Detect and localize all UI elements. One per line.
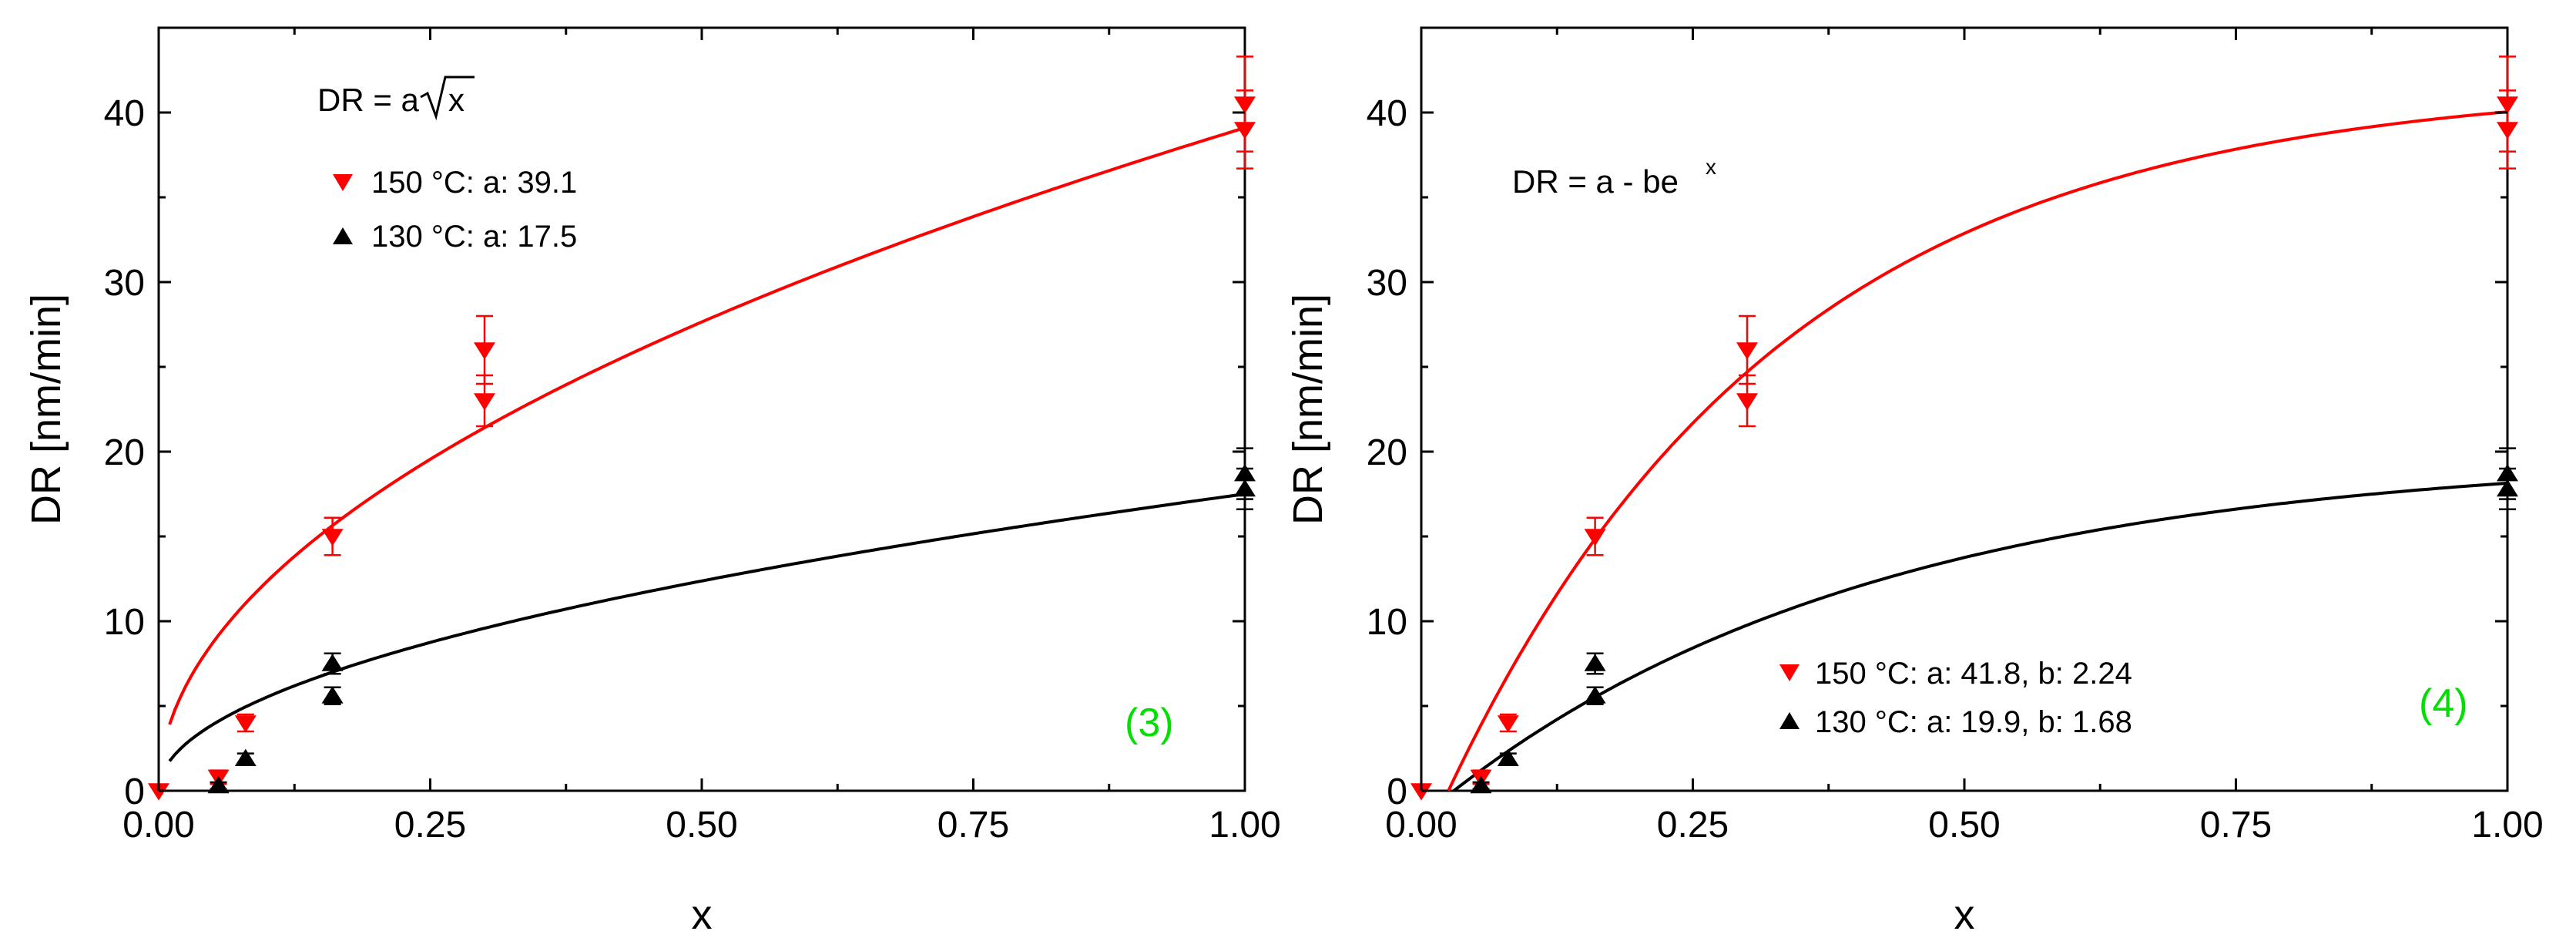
data-points [148,55,1256,801]
data-point [1584,654,1606,671]
formula: DR = a x [317,76,475,121]
chart-right: 0.00 0.25 0.50 0.75 1.00 0 10 20 30 40 x… [1285,26,2544,938]
y-tick-label: 40 [104,93,145,134]
legend-entry: 130 °C: a: 19.9, b: 1.68 [1815,705,2132,739]
x-tick-label: 0.50 [1928,805,2000,845]
y-tick-label: 20 [104,432,145,473]
y-axis-label: DR [nm/min] [1285,294,1331,525]
down-triangle-marker-icon [333,174,353,191]
data-point [1736,393,1758,411]
y-tick-label: 30 [1367,263,1407,304]
tick-marks [1420,26,2509,792]
formula-base: DR = a - be [1512,163,1679,200]
x-ticks: 0.00 0.25 0.50 0.75 1.00 [122,805,1280,845]
y-tick-label: 10 [104,602,145,643]
data-point [2497,464,2518,482]
x-tick-label: 0.00 [1385,805,1457,845]
fit-curve [168,126,1246,725]
data-point [1470,775,1492,794]
chart-left: 0.00 0.25 0.50 0.75 1.00 0 10 20 30 40 x… [23,26,1281,938]
legend-entry: 150 °C: a: 41.8, b: 2.24 [1815,657,2132,691]
data-point [1234,96,1256,114]
fit-curve [1447,110,2508,792]
up-triangle-marker-icon [1779,712,1800,729]
legend: 150 °C: a: 39.1 130 °C: a: 17.5 [333,166,577,254]
formula-superscript: x [1706,155,1716,179]
data-point [321,686,344,704]
y-ticks: 0 10 20 30 40 [104,93,145,812]
data-point [1497,748,1519,766]
y-tick-label: 20 [1367,432,1407,473]
formula: DR = a - be x [1512,155,1716,200]
y-tick-label: 10 [1367,602,1407,643]
y-tick-label: 30 [104,263,145,304]
x-tick-label: 0.50 [666,805,737,845]
x-tick-label: 0.25 [394,805,466,845]
x-axis-label: x [692,892,713,938]
x-tick-label: 1.00 [2471,805,2543,845]
data-point [474,393,495,411]
x-tick-label: 1.00 [1209,805,1280,845]
x-ticks: 0.00 0.25 0.50 0.75 1.00 [1385,805,2543,845]
data-point [1584,686,1606,704]
data-point [1234,464,1256,482]
x-tick-label: 0.75 [2200,805,2272,845]
tick-marks [157,26,1246,792]
x-axis-label: x [1954,892,1975,938]
fit-curves [168,126,1246,762]
up-triangle-marker-icon [333,227,353,244]
data-point [234,748,257,766]
x-tick-label: 0.75 [937,805,1009,845]
panel-label: (3) [1125,701,1174,745]
data-point [1497,715,1519,733]
data-point [207,775,230,794]
down-triangle-marker-icon [1779,664,1800,681]
x-tick-label: 0.00 [122,805,194,845]
y-tick-label: 0 [124,772,145,812]
y-tick-label: 0 [1387,772,1407,812]
panel-label: (4) [2419,681,2468,726]
data-point [321,529,344,546]
data-point [1736,342,1758,360]
data-point [321,654,344,671]
y-axis-label: DR [nm/min] [23,294,69,525]
fit-curve [168,492,1246,762]
data-point [474,342,495,360]
legend-entry: 130 °C: a: 17.5 [371,220,577,254]
data-point [2497,96,2518,114]
y-ticks: 0 10 20 30 40 [1367,93,1407,812]
y-tick-label: 40 [1367,93,1407,134]
formula-prefix: DR = a [317,82,420,118]
fit-curve [1453,481,2508,792]
legend: 150 °C: a: 41.8, b: 2.24 130 °C: a: 19.9… [1779,657,2132,739]
x-tick-label: 0.25 [1657,805,1729,845]
sqrt-sign-icon [420,76,475,121]
data-point [1584,529,1606,546]
formula-radicand: x [448,82,465,118]
data-point [234,715,257,733]
legend-entry: 150 °C: a: 39.1 [371,166,577,200]
fit-curves [1447,110,2508,792]
